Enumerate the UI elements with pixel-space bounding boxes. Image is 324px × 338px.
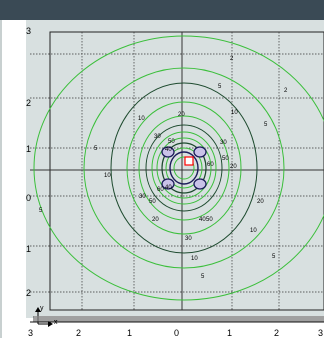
contour-label-21: 30: [185, 236, 192, 242]
contour-label-17: 20: [257, 199, 264, 205]
contour-label-20: 30: [139, 194, 146, 200]
contour-label-4: 5: [94, 146, 98, 152]
contour-line-9: [165, 147, 203, 189]
contour-label-30: 60: [157, 187, 164, 193]
y-tick-label-3: 0: [26, 193, 31, 203]
contour-lobe-2: [161, 178, 175, 190]
contour-line-10: [169, 151, 199, 185]
axis-indicator-x-arrow: [48, 321, 53, 327]
plot-background: [26, 20, 324, 318]
contour-labels: 2225555551010101010202020203030303040404…: [34, 56, 288, 324]
contour-label-24: 40: [199, 217, 206, 223]
contour-label-13: 10: [191, 256, 198, 262]
contour-label-11: 10: [104, 173, 111, 179]
contour-label-2: 2: [284, 88, 288, 94]
contour-lines: [33, 35, 324, 301]
contour-line-4: [138, 115, 230, 221]
axis-indicator: x y: [35, 305, 58, 327]
contour-line-8: [161, 142, 207, 194]
contour-viewport[interactable]: 2225555551010101010202020203030303040404…: [4, 20, 324, 338]
contour-label-12: 10: [250, 228, 257, 234]
contour-label-9: 10: [138, 116, 145, 122]
x-tick-label-2: 1: [127, 328, 132, 338]
x-ruler: [30, 316, 324, 323]
contour-lobe-0: [161, 146, 175, 158]
contour-label-15: 20: [230, 164, 237, 170]
contour-label-6: 5: [39, 208, 43, 214]
contour-line-7: [156, 137, 212, 199]
x-tick-label-1: 2: [76, 328, 81, 338]
contour-label-3: 5: [218, 84, 222, 90]
contour-line-0: [33, 35, 324, 301]
center-marker[interactable]: [184, 156, 194, 166]
contour-label-23: 40: [165, 185, 172, 191]
y-tick-label-0: 3: [26, 26, 31, 36]
contour-label-22: 40: [165, 147, 172, 153]
contour-label-25: 50: [168, 139, 175, 145]
x-tick-label-4: 1: [227, 328, 232, 338]
x-tick-label-3: 0: [174, 328, 179, 338]
contour-line-11: [173, 156, 195, 180]
plot-frame: [49, 31, 324, 311]
axis-indicator-x-label: x: [54, 319, 58, 326]
contour-label-8: 5: [272, 254, 276, 260]
y-tick-label-4: 1: [26, 244, 31, 254]
gridlines: [30, 32, 324, 310]
contour-label-5: 5: [264, 122, 268, 128]
y-tick-label-2: 1: [26, 144, 31, 154]
contour-label-26: 50: [149, 199, 156, 205]
contour-lobe-3: [193, 178, 207, 190]
panel-edge: [0, 20, 2, 338]
contour-label-7: 5: [201, 274, 205, 280]
x-tick-label-6: 3: [318, 328, 323, 338]
x-tick-label-5: 2: [274, 328, 279, 338]
contour-line-1: [83, 67, 285, 269]
x-tick-label-0: 3: [28, 328, 33, 338]
ruler-band: [34, 316, 324, 322]
contour-line-2: [110, 82, 258, 254]
contour-label-0: 2: [230, 56, 234, 62]
y-tick-label-1: 2: [26, 98, 31, 108]
contour-line-3: [126, 101, 242, 235]
contour-lobe-1: [193, 146, 207, 158]
window-header-bar: [0, 0, 324, 20]
contour-label-18: 30: [154, 134, 161, 140]
contour-line-5: [145, 124, 223, 212]
contour-label-10: 10: [231, 110, 238, 116]
contour-label-14: 20: [178, 112, 185, 118]
contour-label-19: 30: [220, 140, 227, 146]
x-tick-labels: 3 2 1 0 1 2 3: [28, 328, 323, 338]
contour-line-6: [151, 131, 217, 205]
contour-label-29: 60: [207, 162, 214, 168]
contour-label-27: 50: [206, 217, 213, 223]
axis-indicator-y-label: y: [40, 305, 44, 312]
y-tick-label-5: 2: [26, 288, 31, 298]
axis-indicator-y-arrow: [35, 307, 41, 312]
contour-label-28: 50: [222, 156, 229, 162]
contour-label-16: 20: [152, 217, 159, 223]
contour-plot[interactable]: 2225555551010101010202020203030303040404…: [4, 20, 324, 338]
